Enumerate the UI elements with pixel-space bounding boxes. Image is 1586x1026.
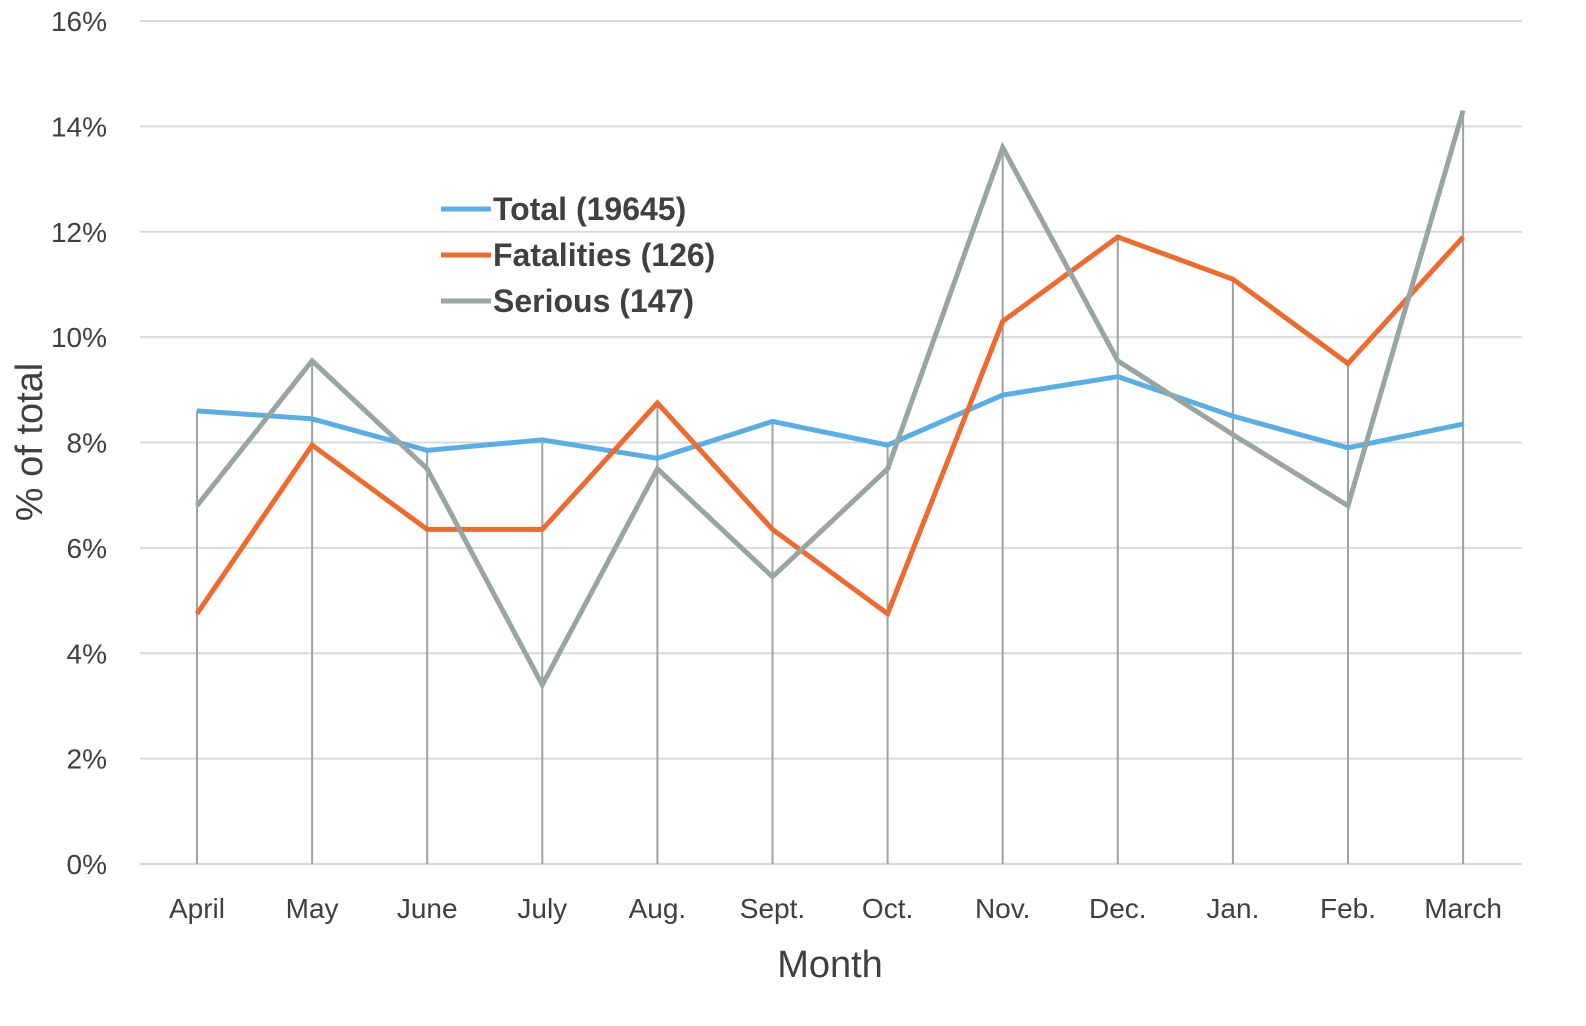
legend-label: Serious (147): [493, 283, 694, 319]
y-tick-label: 10%: [51, 322, 107, 353]
x-tick-label: July: [517, 893, 567, 924]
drop-lines: [196, 110, 1465, 864]
x-tick-label: Sept.: [740, 893, 805, 924]
x-tick-label: Oct.: [862, 893, 913, 924]
y-tick-label: 12%: [51, 217, 107, 248]
series-lines: [194, 109, 1466, 691]
y-tick-label: 0%: [67, 849, 107, 880]
gridlines: [140, 20, 1522, 866]
x-tick-label: June: [397, 893, 458, 924]
y-axis-title: % of total: [9, 363, 51, 521]
x-tick-label: Nov.: [975, 893, 1031, 924]
legend-label: Fatalities (126): [493, 237, 715, 273]
x-tick-label: Feb.: [1320, 893, 1376, 924]
y-tick-label: 2%: [67, 744, 107, 775]
series-line-0: [196, 374, 1464, 461]
legend: Total (19645) Fatalities (126) Serious (14…: [441, 191, 715, 319]
y-tick-label: 16%: [51, 6, 107, 37]
x-tick-label: March: [1424, 893, 1502, 924]
x-tick-label: Dec.: [1089, 893, 1147, 924]
y-tick-label: 8%: [67, 428, 107, 459]
y-tick-label: 4%: [67, 638, 107, 669]
series-line-1: [194, 234, 1465, 618]
axes: 0% 2% 4% 6% 8% 10% 12% 14% 16% April May June July Au…: [51, 6, 1502, 924]
x-tick-label: Aug.: [629, 893, 687, 924]
y-tick-label: 14%: [51, 111, 107, 142]
x-tick-label: Jan.: [1206, 893, 1259, 924]
x-tick-label: April: [169, 893, 225, 924]
legend-label: Total (19645): [493, 191, 686, 227]
x-axis-title: Month: [777, 944, 883, 986]
x-tick-label: May: [286, 893, 339, 924]
series-line-2: [195, 109, 1466, 691]
y-tick-label: 6%: [67, 533, 107, 564]
